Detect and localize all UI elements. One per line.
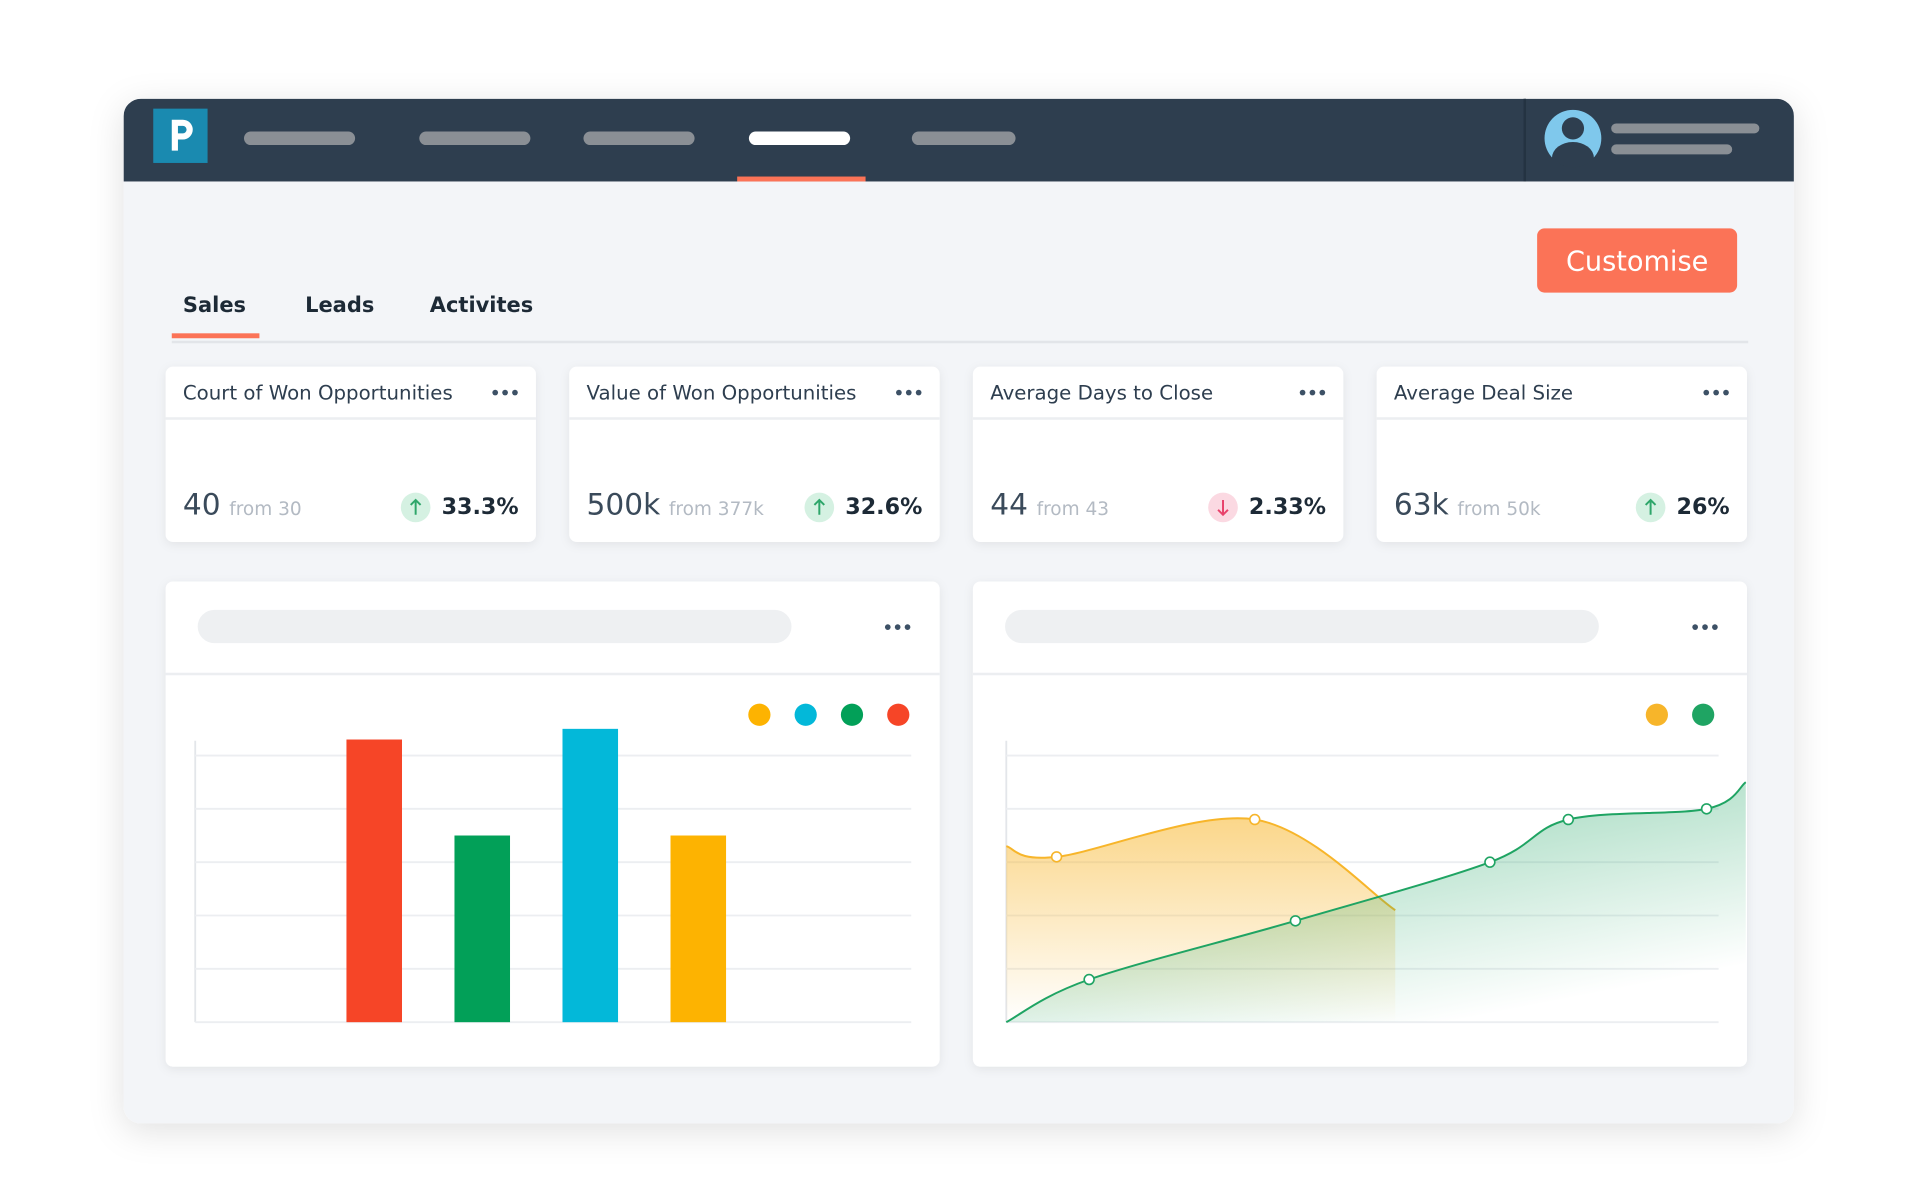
trend-arrow: [813, 498, 825, 515]
menu-dot: [915, 389, 922, 396]
point: [1289, 915, 1302, 927]
trend-arrow: [1217, 499, 1229, 517]
kpi-value: 500k: [587, 488, 662, 522]
bar: [346, 739, 403, 1023]
trend-arrow: [410, 498, 422, 515]
kpi-title: Court of Won Opportunities: [183, 381, 453, 404]
avatar-head: [1561, 117, 1585, 140]
menu-dot: [905, 389, 912, 396]
title-placeholder: [1005, 609, 1599, 644]
area: [1006, 782, 1746, 1023]
bar: [454, 835, 511, 1023]
tab-underline: [171, 333, 260, 339]
point: [1700, 803, 1713, 815]
legend-dot: [794, 703, 817, 726]
logo-mark: [171, 119, 193, 151]
line: [1005, 817, 1396, 912]
kpi-title: Average Deal Size: [1394, 381, 1573, 404]
legend-dot: [1645, 703, 1668, 726]
point: [1083, 973, 1095, 986]
point: [1484, 856, 1496, 868]
kpi-card: [165, 366, 536, 542]
legend-dot: [887, 703, 910, 726]
legend-dot: [1692, 703, 1715, 726]
tab[interactable]: Activites: [430, 293, 533, 317]
legend-dot: [748, 703, 771, 726]
title-placeholder: [197, 609, 792, 644]
kpi-change: 2.33%: [1249, 494, 1326, 520]
kpi-from: from 377k: [669, 499, 764, 520]
menu-dot: [896, 389, 902, 396]
menu-dot: [502, 389, 508, 396]
tab[interactable]: Leads: [305, 293, 374, 317]
more-menu[interactable]: [492, 389, 518, 396]
menu-dot: [1299, 389, 1306, 396]
more-menu[interactable]: [896, 389, 922, 396]
kpi-change: 33.3%: [442, 494, 519, 520]
kpi-value: 40: [183, 488, 221, 522]
menu-dot: [492, 389, 499, 396]
kpi-card: [569, 366, 940, 542]
menu-dot: [512, 389, 518, 396]
trend-arrow: [1644, 498, 1657, 515]
point: [1249, 813, 1261, 826]
more-menu[interactable]: [1299, 389, 1326, 396]
avatar[interactable]: [1544, 109, 1602, 168]
menu-dot: [1713, 389, 1719, 396]
kpi-from: from 30: [229, 499, 301, 520]
kpi-from: from 43: [1037, 499, 1109, 520]
menu-dot: [1319, 389, 1326, 396]
more-menu[interactable]: [1692, 624, 1718, 630]
point: [1562, 813, 1575, 826]
bar: [562, 728, 619, 1023]
kpi-value: 44: [990, 488, 1028, 522]
legend-dot: [840, 703, 864, 726]
nav-underline: [737, 176, 866, 182]
chart-card: [165, 581, 940, 1067]
menu-dot: [1703, 389, 1710, 396]
customise-label: Customise: [1566, 246, 1708, 277]
kpi-change: 32.6%: [845, 494, 922, 520]
customise-button[interactable]: [1537, 228, 1738, 293]
kpi-title: Average Days to Close: [990, 381, 1213, 404]
avatar-body: [1551, 141, 1594, 168]
menu-dot: [1309, 389, 1316, 396]
point: [1050, 851, 1063, 863]
more-menu[interactable]: [1703, 389, 1729, 396]
kpi-value: 63k: [1394, 488, 1450, 522]
kpi-card: [972, 366, 1344, 542]
bar: [670, 835, 727, 1023]
kpi-from: from 50k: [1457, 499, 1540, 520]
more-menu[interactable]: [884, 624, 911, 630]
line: [1005, 781, 1747, 1024]
tab[interactable]: Sales: [183, 293, 246, 317]
menu-dot: [1723, 389, 1729, 396]
kpi-title: Value of Won Opportunities: [587, 381, 857, 404]
kpi-change: 26%: [1677, 494, 1730, 520]
